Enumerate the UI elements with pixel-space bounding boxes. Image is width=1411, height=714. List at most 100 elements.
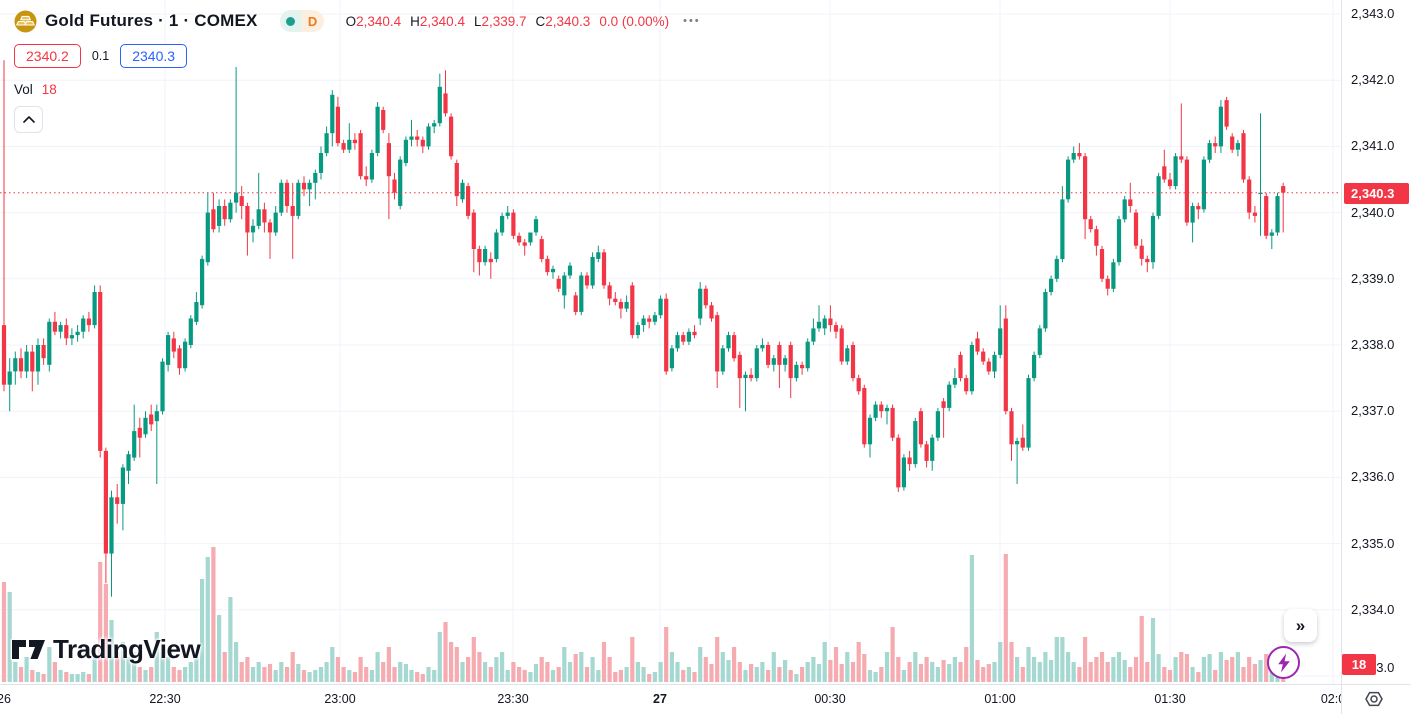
volume-bar [177,670,182,682]
candle [1105,275,1110,296]
volume-bar [409,670,414,682]
candle [913,417,918,468]
volume-bar [1077,667,1082,682]
volume-bar [92,657,97,682]
candle [805,338,810,372]
volume-bar [635,662,640,682]
volume-bar [664,627,669,682]
candle [279,179,284,216]
volume-bar [194,657,199,682]
candle [567,262,573,279]
candle [126,450,131,484]
candle [1071,146,1076,163]
candle [301,176,307,197]
candle [1026,374,1031,451]
candle [918,407,923,448]
scroll-to-realtime-button[interactable]: » [1284,609,1317,642]
volume-bar [381,662,386,682]
candle [7,358,12,412]
time-axis-label: 22:30 [149,692,181,706]
price-axis[interactable]: 2,340.3 18 2,343.0 2,342.0 2,341.0 2,340.0 2… [1341,0,1411,684]
lightning-icon [1276,653,1292,673]
candle [154,404,159,484]
volume-bar [324,662,329,682]
time-axis-settings-button[interactable] [1362,689,1386,711]
volume-bar [703,657,708,682]
candle [771,354,776,372]
volume-bar [488,667,493,682]
volume-value: 18 [41,82,57,97]
bid-button[interactable]: 2340.2 [14,44,81,68]
candle [290,182,295,259]
volume-bar [522,670,527,682]
price-chart-pane[interactable]: Gold Futures · 1 · COMEX D O2,340.4 H2,3… [0,0,1341,684]
more-options-icon[interactable]: ••• [683,15,701,27]
candle [698,282,703,326]
time-axis[interactable]: 26 22:30 23:00 23:30 27 00:30 01:00 01:30 02:0 [0,684,1345,714]
volume-bar [1224,660,1229,682]
candle [137,417,142,458]
market-status-pill[interactable]: D [279,10,324,32]
volume-bar [471,637,476,682]
candle [318,146,324,180]
volume-bar [166,657,171,682]
volume-bar [1218,652,1223,682]
volume-bar [415,672,420,682]
volume-bar [466,657,471,682]
candle [1066,156,1071,203]
volume-bar [964,647,969,682]
volume-bar [358,657,363,682]
volume-bar [330,647,335,682]
candle [1162,149,1167,183]
candle [92,285,97,329]
tradingview-logo[interactable]: TradingView [10,634,201,665]
volume-bar [935,667,940,682]
volume-bar [301,670,307,682]
candle [641,315,646,332]
volume-bar [975,660,980,682]
volume-bar [579,652,584,682]
volume-bar [647,674,652,682]
candle [941,398,946,438]
interval-d-badge[interactable]: D [301,10,324,32]
candle [635,321,640,339]
volume-bar [1162,667,1167,682]
volume-bar [607,657,612,682]
volume-bar [913,652,918,682]
candle [596,245,601,263]
candle [1116,215,1122,266]
collapse-legend-button[interactable] [14,106,43,133]
price-axis-label: 2,335.0 [1351,536,1395,551]
instant-order-button[interactable] [1267,646,1300,679]
volume-bar [669,652,674,682]
candlestick-chart[interactable] [0,0,1341,684]
volume-bar [856,642,861,682]
candle [737,351,742,408]
candle [839,325,844,365]
volume-bar [313,670,318,682]
volume-bar [273,670,278,682]
volume-bar [584,667,590,682]
volume-bar [726,660,731,682]
candle [652,311,657,326]
candle [488,252,493,279]
volume-bar [52,662,57,682]
volume-bar [483,662,488,682]
candle [364,166,369,187]
volume-bar [443,622,448,682]
ask-button[interactable]: 2340.3 [120,44,188,68]
symbol-title[interactable]: Gold Futures · 1 · COMEX [45,11,258,30]
price-axis-label: 2,343.0 [1351,6,1395,21]
candle [1201,156,1206,213]
volume-bar [539,657,544,682]
gold-bars-icon [14,10,37,33]
candle [607,282,612,306]
candle [692,325,697,339]
candle [109,490,114,597]
candle [505,206,510,220]
volume-bar [1009,642,1014,682]
volume-bar [341,667,346,682]
time-axis-label: 26 [0,692,11,706]
candle [1128,182,1133,213]
